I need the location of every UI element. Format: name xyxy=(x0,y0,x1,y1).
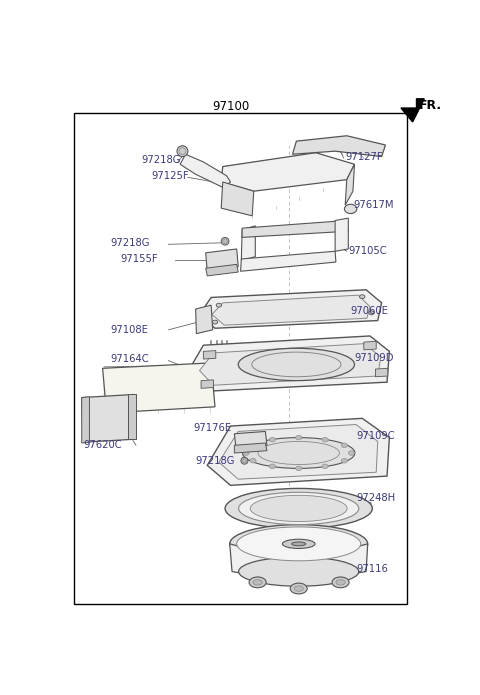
Text: 97109C: 97109C xyxy=(356,431,395,441)
Ellipse shape xyxy=(296,466,302,471)
Text: 97164C: 97164C xyxy=(110,354,149,364)
Polygon shape xyxy=(221,182,254,216)
Polygon shape xyxy=(234,443,267,453)
Text: 97218G: 97218G xyxy=(110,238,150,248)
Ellipse shape xyxy=(296,435,302,440)
Ellipse shape xyxy=(341,443,348,448)
Polygon shape xyxy=(230,544,368,582)
Text: 97125F: 97125F xyxy=(152,171,189,181)
Text: 97617M: 97617M xyxy=(353,200,394,210)
Ellipse shape xyxy=(212,320,218,324)
Ellipse shape xyxy=(348,450,355,455)
Ellipse shape xyxy=(322,437,328,442)
Text: 97105C: 97105C xyxy=(348,246,387,256)
Ellipse shape xyxy=(216,303,222,307)
Text: 97248H: 97248H xyxy=(356,493,395,502)
Ellipse shape xyxy=(230,525,368,563)
Ellipse shape xyxy=(239,557,359,586)
Bar xyxy=(74,113,407,604)
Polygon shape xyxy=(364,341,376,350)
Ellipse shape xyxy=(242,438,355,468)
Polygon shape xyxy=(82,395,136,442)
Polygon shape xyxy=(335,218,348,252)
Ellipse shape xyxy=(292,542,306,546)
Ellipse shape xyxy=(243,450,249,455)
Text: 97100: 97100 xyxy=(212,100,249,113)
Polygon shape xyxy=(180,154,230,188)
Polygon shape xyxy=(206,264,238,276)
Polygon shape xyxy=(240,252,336,271)
Polygon shape xyxy=(241,226,255,261)
Text: 97108E: 97108E xyxy=(110,325,148,335)
Ellipse shape xyxy=(237,527,360,561)
Ellipse shape xyxy=(290,583,307,594)
Polygon shape xyxy=(128,395,136,439)
Text: 97176E: 97176E xyxy=(193,423,231,434)
Text: 97127F: 97127F xyxy=(345,152,383,161)
Polygon shape xyxy=(234,432,267,448)
Ellipse shape xyxy=(177,146,188,156)
Text: 97155F: 97155F xyxy=(120,254,158,264)
Polygon shape xyxy=(207,418,389,485)
Ellipse shape xyxy=(345,204,357,213)
Text: 97109D: 97109D xyxy=(355,352,394,363)
Ellipse shape xyxy=(241,457,248,464)
Polygon shape xyxy=(375,368,388,377)
Polygon shape xyxy=(186,336,389,391)
Polygon shape xyxy=(82,397,89,443)
Polygon shape xyxy=(200,343,381,385)
Polygon shape xyxy=(212,295,370,325)
Polygon shape xyxy=(292,136,385,156)
Ellipse shape xyxy=(223,239,228,243)
Ellipse shape xyxy=(360,295,365,299)
Polygon shape xyxy=(401,99,424,122)
Ellipse shape xyxy=(238,348,355,381)
Polygon shape xyxy=(221,153,355,191)
Ellipse shape xyxy=(258,441,339,464)
Ellipse shape xyxy=(282,539,315,548)
Ellipse shape xyxy=(369,311,374,315)
Ellipse shape xyxy=(336,580,345,585)
Ellipse shape xyxy=(250,459,256,463)
Text: 97060E: 97060E xyxy=(350,306,388,316)
Polygon shape xyxy=(196,305,213,334)
Ellipse shape xyxy=(221,238,229,245)
Polygon shape xyxy=(103,363,215,413)
Ellipse shape xyxy=(294,586,303,591)
Ellipse shape xyxy=(252,352,341,377)
Text: 97620C: 97620C xyxy=(83,441,122,450)
Ellipse shape xyxy=(250,443,256,448)
Polygon shape xyxy=(204,350,216,359)
Ellipse shape xyxy=(179,148,186,154)
Ellipse shape xyxy=(250,496,347,521)
Ellipse shape xyxy=(269,464,276,468)
Polygon shape xyxy=(242,220,348,238)
Text: FR.: FR. xyxy=(419,99,442,112)
Text: 97218G: 97218G xyxy=(196,456,235,466)
Ellipse shape xyxy=(249,577,266,588)
Ellipse shape xyxy=(322,464,328,468)
Ellipse shape xyxy=(269,437,276,442)
Ellipse shape xyxy=(332,577,349,588)
Polygon shape xyxy=(345,164,355,205)
Polygon shape xyxy=(200,290,382,328)
Text: 97218G: 97218G xyxy=(142,156,181,165)
Ellipse shape xyxy=(239,492,359,525)
Ellipse shape xyxy=(253,580,262,585)
Polygon shape xyxy=(201,380,214,389)
Ellipse shape xyxy=(341,459,348,463)
Polygon shape xyxy=(206,249,238,271)
Text: 97116: 97116 xyxy=(356,564,388,573)
Polygon shape xyxy=(219,425,378,479)
Ellipse shape xyxy=(225,489,372,528)
Ellipse shape xyxy=(242,459,246,463)
